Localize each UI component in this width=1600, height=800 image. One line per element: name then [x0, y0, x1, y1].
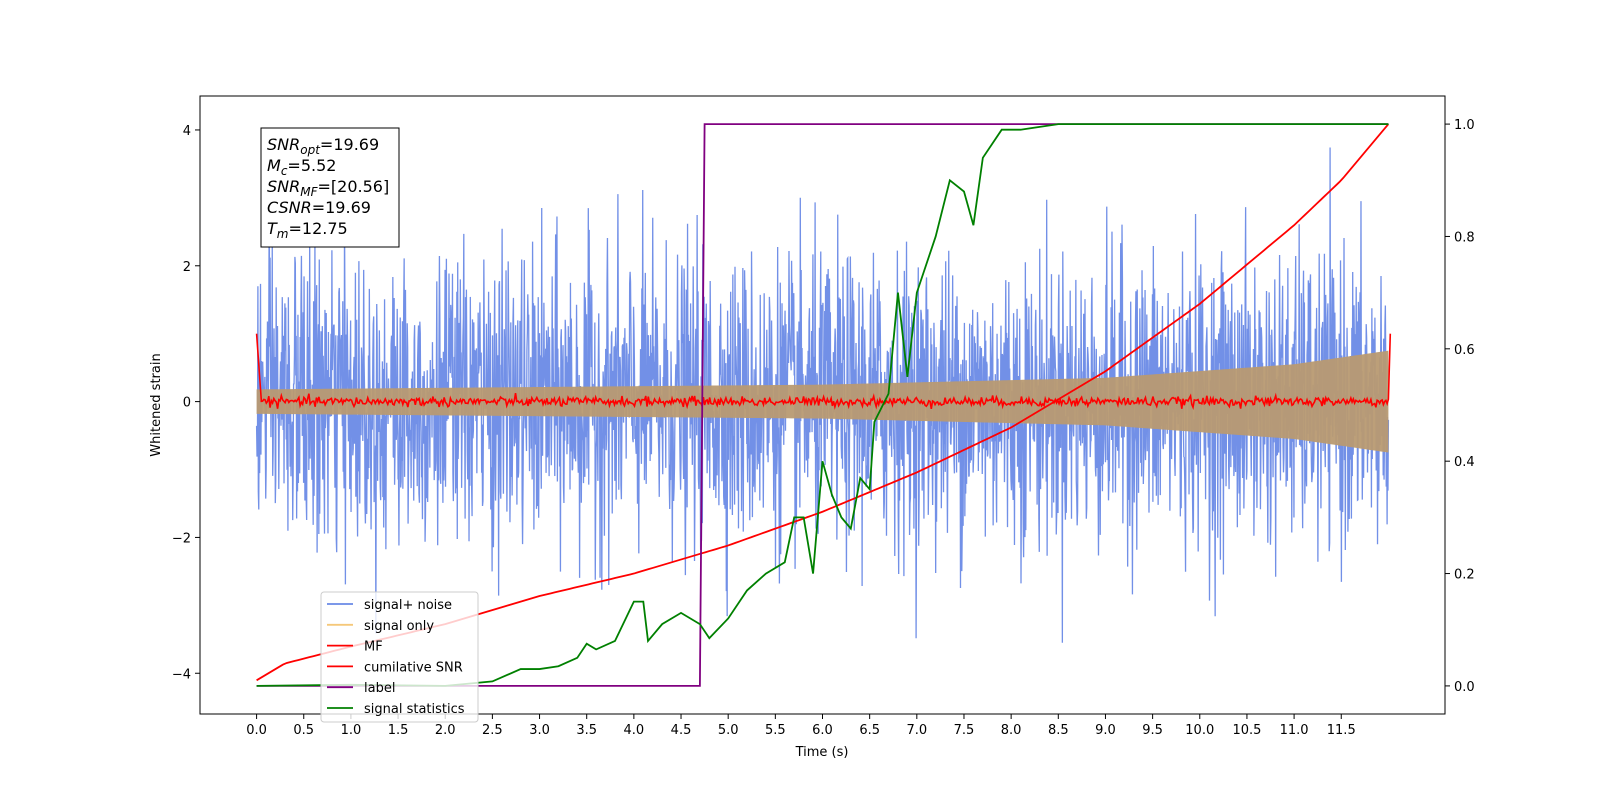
series-mf	[255, 333, 1392, 410]
y-tick-label: 4	[183, 124, 191, 139]
x-tick-label: 1.5	[388, 723, 409, 738]
info-box-frame	[260, 127, 400, 248]
y-tick-label: 2	[183, 260, 191, 275]
info-line: Mc=5.52	[267, 156, 336, 178]
x-tick-label: 3.0	[529, 723, 550, 738]
info-line-name: M	[267, 156, 281, 175]
y2-tick-label: 0.8	[1454, 230, 1475, 245]
y-tick-label: −2	[172, 531, 191, 546]
info-line-sub: opt	[300, 143, 321, 157]
y2-tick-label: 0.6	[1454, 343, 1475, 358]
x-tick-label: 0.5	[293, 723, 314, 738]
x-tick-label: 8.0	[1001, 723, 1022, 738]
x-tick-label: 7.5	[954, 723, 975, 738]
x-tick-label: 2.0	[435, 723, 456, 738]
info-line: Tm=12.75	[267, 219, 348, 241]
legend-label-signal-noise: signal+ noise	[364, 598, 452, 613]
info-line-value: =5.52	[287, 156, 336, 175]
legend-label-signal-only: signal only	[364, 619, 434, 634]
info-line-name: CSNR	[267, 198, 312, 217]
x-tick-label: 7.0	[906, 723, 927, 738]
series-signal-statistics	[256, 123, 1389, 687]
info-line-value: =[20.56]	[318, 177, 390, 196]
x-tick-label: 5.5	[765, 723, 786, 738]
x-tick-label: 9.0	[1095, 723, 1116, 738]
info-line-name: SNR	[267, 177, 300, 196]
info-box: SNRopt=19.69Mc=5.52SNRMF=[20.56]CSNR=19.…	[260, 127, 400, 248]
x-tick-label: 9.5	[1142, 723, 1163, 738]
info-line-name: T	[267, 219, 278, 238]
y2-tick-label: 1.0	[1454, 118, 1475, 133]
x-tick-label: 3.5	[576, 723, 597, 738]
x-axis: 0.0 0.5 1.0 1.5 2.0 2.5 3.0 3.5 4.0 4.5 5.0 5.5 6.0 6…	[246, 714, 1356, 738]
y2-tick-label: 0.2	[1454, 568, 1475, 583]
legend: signal+ noise signal only MF cumilative SNR…	[320, 591, 479, 723]
x-tick-label: 2.5	[482, 723, 503, 738]
legend-label-signal-statistics: signal statistics	[364, 702, 465, 717]
x-tick-label: 5.0	[718, 723, 739, 738]
legend-label-label: label	[364, 681, 395, 696]
y-tick-label: 0	[183, 396, 191, 411]
x-tick-label: 4.0	[624, 723, 645, 738]
info-line-sub: m	[277, 227, 289, 241]
info-line-sub: MF	[300, 185, 318, 199]
x-tick-label: 1.0	[341, 723, 362, 738]
info-line: CSNR=19.69	[267, 198, 371, 217]
legend-frame	[320, 591, 479, 723]
y2-tick-label: 0.0	[1454, 680, 1475, 695]
y-tick-label: −4	[172, 667, 191, 682]
x-tick-label: 10.5	[1232, 723, 1261, 738]
info-line: SNRopt=19.69	[267, 135, 379, 157]
x-tick-label: 6.0	[812, 723, 833, 738]
info-line-value: =19.69	[320, 135, 379, 154]
x-tick-label: 10.0	[1185, 723, 1214, 738]
y-axis-label: Whitened strain	[149, 353, 164, 456]
info-line-value: =12.75	[288, 219, 347, 238]
info-line-sub: c	[281, 164, 288, 178]
x-tick-label: 11.0	[1280, 723, 1309, 738]
info-line-value: =19.69	[312, 198, 371, 217]
y2-tick-label: 0.4	[1454, 455, 1475, 470]
y-axis-right: 0.0 0.2 0.4 0.6 0.8 1.0	[1445, 118, 1475, 695]
info-line-name: SNR	[267, 135, 300, 154]
x-tick-label: 0.0	[246, 723, 267, 738]
x-tick-label: 8.5	[1048, 723, 1069, 738]
x-tick-label: 11.5	[1327, 723, 1356, 738]
info-line: SNRMF=[20.56]	[267, 177, 389, 199]
legend-label-mf: MF	[364, 640, 383, 655]
x-tick-label: 6.5	[859, 723, 880, 738]
legend-label-cumilative-snr: cumilative SNR	[364, 660, 463, 675]
x-tick-label: 4.5	[671, 723, 692, 738]
x-axis-label: Time (s)	[795, 745, 849, 760]
y-axis-left: −4 −2 0 2 4	[172, 124, 200, 682]
